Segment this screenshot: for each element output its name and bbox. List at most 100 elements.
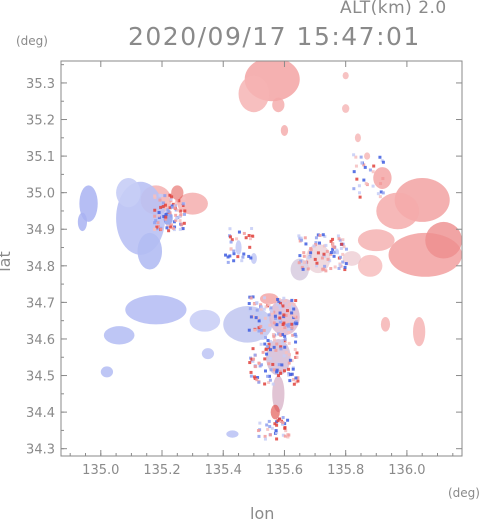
echo-speckle (228, 235, 232, 239)
y-tick-label: 34.6 (26, 333, 55, 348)
echo-speckle (324, 243, 328, 247)
echo-speckle (368, 168, 372, 172)
echo-speckle (247, 309, 251, 313)
echo-patch (380, 317, 391, 332)
y-axis-unit: (deg) (16, 34, 48, 48)
echo-speckle (278, 320, 282, 324)
echo-speckle (175, 198, 179, 202)
echo-speckle (169, 197, 173, 201)
echo-speckle (292, 307, 296, 311)
echo-speckle (249, 296, 253, 300)
echo-speckle (168, 193, 172, 197)
echo-speckle (355, 177, 359, 181)
echo-speckle (322, 252, 326, 256)
echo-speckle (162, 214, 166, 218)
echo-speckle (226, 260, 230, 264)
echo-speckle (276, 374, 280, 378)
echo-speckle (226, 255, 230, 259)
echo-speckle (381, 160, 385, 164)
echo-speckle (168, 206, 172, 210)
echo-speckle (329, 239, 333, 243)
echo-speckle (293, 332, 297, 336)
echo-speckle (229, 240, 233, 244)
echo-speckle (335, 248, 339, 252)
echo-speckle (263, 342, 267, 346)
echo-speckle (291, 367, 295, 371)
echo-speckle (325, 249, 329, 253)
echo-speckle (378, 195, 382, 199)
echo-speckle (286, 324, 290, 328)
echo-speckle (287, 330, 291, 334)
echo-speckle (281, 420, 285, 424)
echo-speckle (277, 299, 281, 303)
echo-speckle (262, 307, 266, 311)
echo-speckle (283, 326, 287, 330)
echo-speckle (263, 382, 267, 386)
echo-speckle (283, 334, 287, 338)
echo-speckle (248, 307, 252, 311)
echo-speckle (333, 265, 337, 269)
y-tick-label: 35.2 (26, 114, 55, 129)
echo-speckle (285, 309, 289, 313)
echo-speckle (287, 341, 291, 345)
echo-speckle (379, 182, 383, 186)
echo-speckle (167, 210, 171, 214)
echo-speckle (263, 316, 267, 320)
echo-patch (342, 104, 350, 113)
echo-speckle (273, 338, 277, 342)
echo-speckle (274, 348, 278, 352)
echo-speckle (364, 181, 368, 185)
echo-speckle (257, 329, 261, 333)
echo-speckle (265, 352, 269, 356)
echo-speckle (332, 250, 336, 254)
echo-speckle (277, 363, 281, 367)
echo-speckle (178, 209, 182, 213)
echo-speckle (164, 217, 168, 221)
echo-speckle (178, 227, 182, 231)
echo-speckle (278, 417, 282, 421)
echo-speckle (266, 374, 270, 378)
echo-speckle (174, 208, 178, 212)
echo-speckle (352, 187, 356, 191)
echo-speckle (266, 427, 270, 431)
echo-speckle (323, 234, 327, 238)
echo-speckle (313, 243, 317, 247)
echo-speckle (275, 368, 279, 372)
echo-speckle (287, 327, 291, 331)
echo-speckle (181, 203, 185, 207)
echo-speckle (371, 184, 375, 188)
echo-speckle (372, 164, 376, 168)
echo-speckle (279, 371, 283, 375)
echo-speckle (169, 223, 173, 227)
echo-speckle (153, 227, 157, 231)
echo-speckle (170, 205, 174, 209)
echo-speckle (299, 259, 303, 263)
echo-speckle (153, 221, 157, 225)
echo-speckle (182, 221, 186, 225)
echo-speckle (228, 227, 232, 231)
echo-speckle (174, 201, 178, 205)
echo-speckle (166, 201, 170, 205)
echo-speckle (288, 302, 292, 306)
echo-speckle (381, 177, 385, 181)
echo-speckle (236, 255, 240, 259)
echo-speckle (328, 259, 332, 263)
echo-speckle (229, 247, 233, 251)
echo-speckle (267, 380, 271, 384)
echo-patch (226, 430, 239, 438)
echo-speckle (275, 323, 279, 327)
echo-speckle (344, 262, 348, 266)
echo-speckle (280, 327, 284, 331)
echo-speckle (249, 256, 253, 260)
echo-patch (201, 348, 215, 360)
echo-speckle (157, 214, 161, 218)
echo-speckle (257, 434, 261, 438)
echo-speckle (315, 261, 319, 265)
echo-speckle (169, 225, 173, 229)
echo-patch (280, 125, 289, 136)
echo-speckle (268, 348, 272, 352)
echo-speckle (170, 195, 174, 199)
echo-speckle (362, 178, 366, 182)
echo-speckle (177, 199, 181, 203)
